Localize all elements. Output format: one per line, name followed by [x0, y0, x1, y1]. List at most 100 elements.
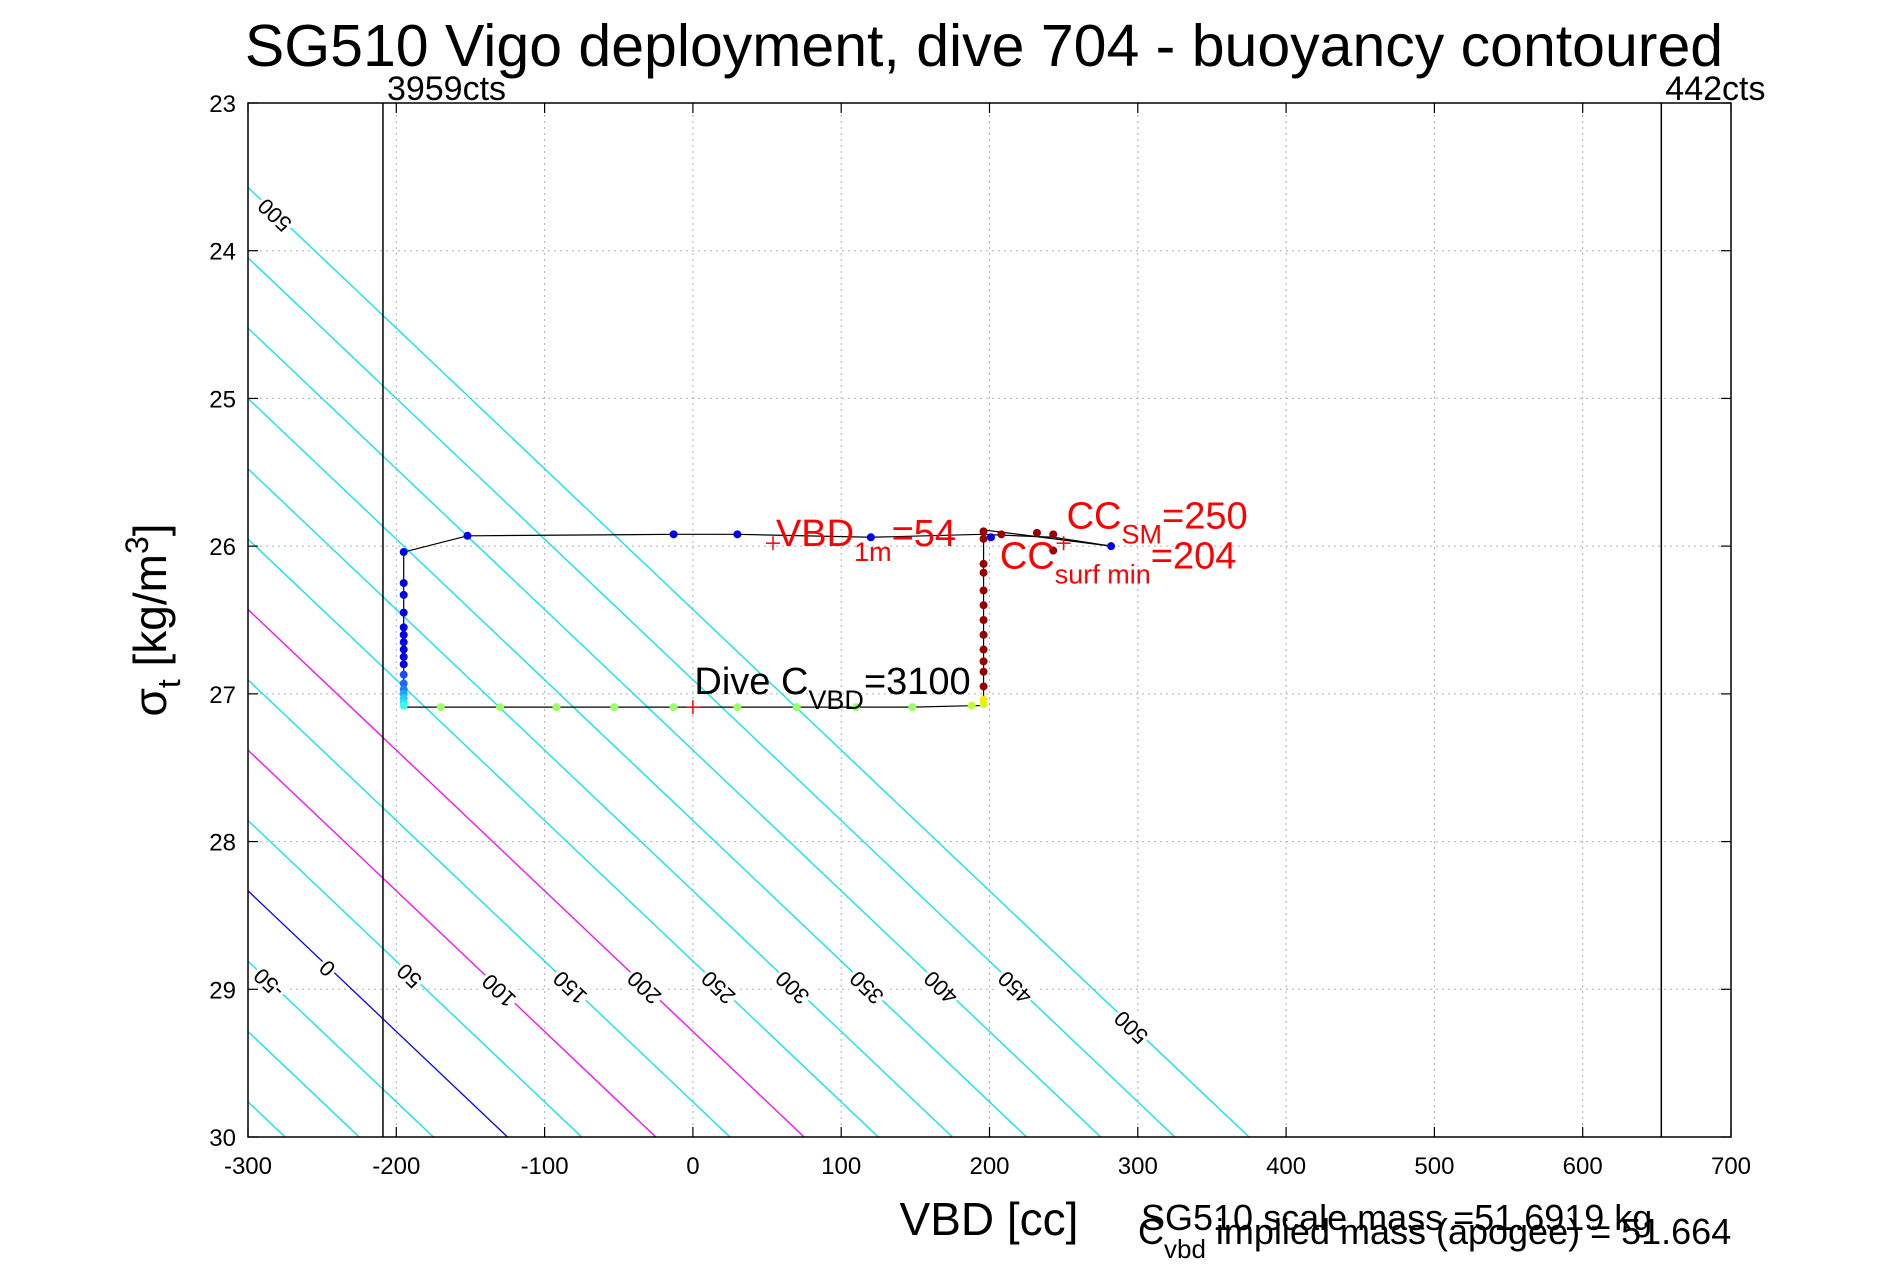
- data-point: [979, 657, 988, 666]
- x-tick-label: 100: [821, 1153, 861, 1180]
- data-point: [1049, 530, 1058, 539]
- y-axis-label-unit: [kg/m: [124, 554, 176, 679]
- plus-marker: [765, 536, 780, 551]
- x-axis-label: VBD [cc]: [900, 1193, 1079, 1245]
- contour-label-bg: [246, 961, 291, 1006]
- x-tick-label: -300: [224, 1153, 272, 1180]
- x-tick-label: 0: [686, 1153, 699, 1180]
- annotation-vbd-1m: VBD1m=54: [776, 513, 956, 567]
- annotation-dive-cvbd: Dive CVBD=3100: [694, 661, 970, 715]
- data-point: [399, 623, 408, 632]
- data-point: [792, 703, 801, 712]
- annotation-main: CC: [1067, 495, 1122, 537]
- data-point: [733, 530, 742, 539]
- cvbd-mass-note: Cvbd implied mass (apogee) = 51.664: [1138, 1211, 1731, 1262]
- contour-label-bg: [250, 191, 299, 239]
- data-point: [908, 703, 917, 712]
- contour-label-bg: [694, 963, 743, 1012]
- data-point: [399, 701, 408, 710]
- data-point: [979, 527, 988, 536]
- data-point: [399, 645, 408, 654]
- y-tick-label: 28: [209, 830, 236, 857]
- contour-line: [248, 327, 1102, 1137]
- contour-label-bg: [545, 963, 595, 1012]
- data-point: [967, 701, 976, 710]
- x-axis-ticks: -300 -200 -100 0 100 200 300 400 500 600 700: [224, 103, 1751, 1180]
- data-point: [496, 703, 505, 712]
- contour-line: [248, 467, 953, 1137]
- annotation-main: Dive C: [694, 661, 808, 703]
- annotation-cc-surf: CCsurf min=204: [1000, 535, 1237, 589]
- chart-title: SG510 Vigo deployment, dive 704 - buoyan…: [245, 13, 1723, 79]
- cvbd-mass-note-rest: implied mass (apogee) = 51.664: [1206, 1211, 1731, 1252]
- y-axis-label-sub: t: [151, 679, 187, 688]
- annotation-value: =204: [1151, 535, 1237, 577]
- data-point: [866, 533, 875, 542]
- contour-line: [248, 186, 1250, 1137]
- data-point: [399, 548, 408, 557]
- data-point: [399, 679, 408, 688]
- x-tick-label: 300: [1118, 1153, 1158, 1180]
- annotation-cc-sm: CCSM=250: [1067, 495, 1248, 549]
- contour-label-bg: [474, 966, 524, 1015]
- annotation-value: =54: [892, 513, 956, 555]
- y-tick-label: 29: [209, 977, 236, 1004]
- x-tick-label: 500: [1414, 1153, 1454, 1180]
- vbd-limit-label: 3959cts: [387, 70, 506, 108]
- contour-line: [248, 256, 1176, 1137]
- data-point: [1049, 546, 1058, 555]
- svg-text:σt [kg/m3]: σt [kg/m3]: [119, 523, 187, 716]
- contour-line: [248, 538, 879, 1137]
- data-point: [1032, 528, 1041, 537]
- contour-label-bg: [620, 963, 669, 1012]
- data-point: [399, 660, 408, 669]
- annotation-value: =250: [1162, 495, 1248, 537]
- data-point: [979, 630, 988, 639]
- annotation-main: CC: [1000, 535, 1055, 577]
- annotation-sub: surf min: [1055, 559, 1151, 589]
- cvbd-mass-note-main: C: [1138, 1211, 1164, 1252]
- data-point: [733, 703, 742, 712]
- vbd-limit-lines: 3959cts 442cts: [382, 70, 1765, 1137]
- y-tick-label: 30: [209, 1125, 236, 1152]
- contour-line: [248, 960, 434, 1137]
- y-axis-label-sup: 3: [119, 536, 155, 554]
- x-tick-label: 700: [1711, 1153, 1751, 1180]
- plus-marker: [1056, 536, 1071, 551]
- data-point: [852, 703, 861, 712]
- plus-marker: [685, 700, 700, 715]
- data-point: [399, 608, 408, 617]
- scale-mass-note: SG510 scale mass =51.6919 kg: [1141, 1197, 1652, 1238]
- y-tick-label: 25: [209, 386, 236, 413]
- data-point: [979, 695, 988, 704]
- contour-label-bg: [389, 956, 429, 996]
- contour-label-bg: [1107, 1003, 1156, 1052]
- data-point: [979, 667, 988, 676]
- y-tick-label: 23: [209, 91, 236, 118]
- contour-line: [248, 608, 805, 1137]
- data-point: [463, 531, 472, 540]
- y-tick-label: 27: [209, 682, 236, 709]
- data-point: [979, 534, 988, 543]
- annotation-sub: VBD: [808, 685, 864, 715]
- cvbd-mass-note-sub: vbd: [1164, 1234, 1206, 1262]
- contour-line: [248, 819, 583, 1137]
- data-point: [669, 530, 678, 539]
- data-point: [436, 703, 445, 712]
- data-point: [399, 630, 408, 639]
- contour-line: [248, 397, 1028, 1137]
- contour-label-bg: [990, 963, 1039, 1012]
- y-tick-label: 26: [209, 534, 236, 561]
- data-point: [979, 616, 988, 624]
- annotation-main: VBD: [776, 513, 854, 555]
- data-point: [997, 530, 1006, 539]
- data-point: [979, 559, 988, 568]
- data-point: [979, 601, 988, 610]
- data-point: [986, 533, 995, 542]
- annotation-sub: SM: [1122, 519, 1163, 549]
- data-point: [1107, 542, 1116, 551]
- data-point: [979, 568, 988, 577]
- x-tick-label: -100: [521, 1153, 569, 1180]
- data-point: [399, 638, 408, 647]
